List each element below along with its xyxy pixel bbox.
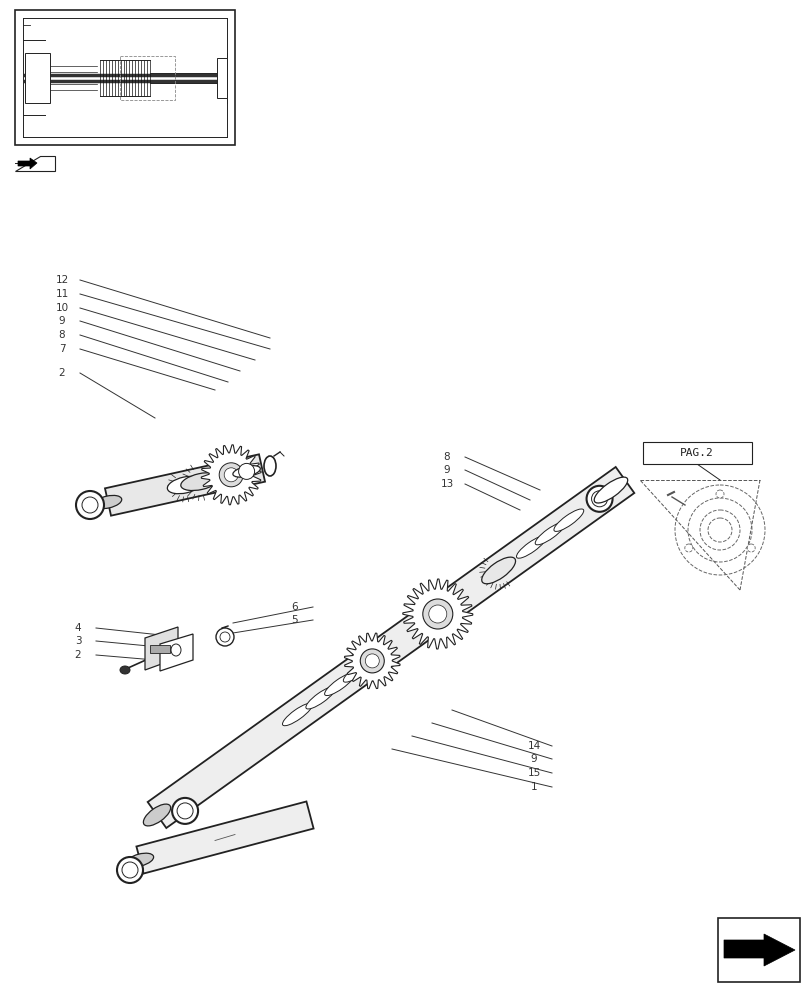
Bar — [15, 10, 234, 145]
Ellipse shape — [423, 599, 453, 629]
Ellipse shape — [117, 857, 143, 883]
Ellipse shape — [172, 798, 198, 824]
Ellipse shape — [122, 862, 138, 878]
Bar — [150, 645, 169, 653]
Text: 12: 12 — [55, 275, 69, 285]
Ellipse shape — [324, 673, 354, 696]
Ellipse shape — [181, 473, 220, 491]
Ellipse shape — [282, 703, 312, 726]
Bar — [25, 53, 50, 103]
Polygon shape — [15, 156, 55, 171]
Ellipse shape — [428, 605, 446, 623]
Ellipse shape — [167, 476, 203, 494]
Text: 3: 3 — [75, 636, 81, 646]
Ellipse shape — [360, 649, 384, 673]
Ellipse shape — [171, 644, 181, 656]
Text: 2: 2 — [75, 650, 81, 660]
Polygon shape — [723, 934, 794, 966]
Polygon shape — [160, 634, 193, 671]
Bar — [642, 442, 751, 464]
Bar — [717, 918, 799, 982]
Ellipse shape — [127, 853, 153, 867]
Text: 14: 14 — [526, 741, 540, 751]
Ellipse shape — [481, 557, 515, 584]
Polygon shape — [201, 445, 261, 505]
Ellipse shape — [177, 803, 193, 819]
Text: 13: 13 — [440, 479, 453, 489]
Ellipse shape — [553, 509, 583, 531]
Ellipse shape — [82, 497, 98, 513]
Text: 8: 8 — [443, 452, 450, 462]
Ellipse shape — [219, 463, 243, 487]
Text: 5: 5 — [291, 615, 298, 625]
Text: 1: 1 — [530, 782, 537, 792]
Polygon shape — [145, 627, 178, 670]
Text: 11: 11 — [55, 289, 69, 299]
Bar — [120, 56, 175, 100]
Ellipse shape — [264, 456, 276, 476]
Ellipse shape — [591, 491, 607, 507]
Text: 10: 10 — [55, 303, 68, 313]
Text: 9: 9 — [58, 316, 65, 326]
Text: 15: 15 — [526, 768, 540, 778]
Text: 4: 4 — [75, 623, 81, 633]
Ellipse shape — [516, 536, 546, 558]
Ellipse shape — [343, 660, 373, 682]
Polygon shape — [344, 633, 400, 689]
Text: 7: 7 — [58, 344, 65, 354]
Ellipse shape — [746, 544, 754, 552]
Polygon shape — [18, 158, 37, 169]
Ellipse shape — [365, 654, 379, 668]
Polygon shape — [148, 467, 633, 828]
Ellipse shape — [238, 463, 255, 479]
Ellipse shape — [586, 486, 611, 512]
Polygon shape — [105, 454, 264, 516]
Ellipse shape — [76, 491, 104, 519]
Ellipse shape — [144, 804, 170, 826]
Text: 9: 9 — [530, 754, 537, 764]
Ellipse shape — [220, 632, 230, 642]
Text: 9: 9 — [443, 465, 450, 475]
Ellipse shape — [715, 490, 723, 498]
Bar — [217, 58, 227, 98]
Text: PAG.2: PAG.2 — [680, 448, 713, 458]
Ellipse shape — [216, 628, 234, 646]
Ellipse shape — [224, 468, 238, 482]
Ellipse shape — [120, 666, 130, 674]
Ellipse shape — [306, 687, 335, 709]
Text: 2: 2 — [58, 368, 65, 378]
Ellipse shape — [233, 466, 260, 477]
Text: 8: 8 — [58, 330, 65, 340]
Ellipse shape — [94, 495, 122, 509]
Ellipse shape — [684, 544, 692, 552]
Ellipse shape — [594, 477, 627, 503]
Text: 6: 6 — [291, 602, 298, 612]
Ellipse shape — [534, 522, 564, 545]
Polygon shape — [402, 579, 472, 649]
Polygon shape — [136, 801, 313, 874]
